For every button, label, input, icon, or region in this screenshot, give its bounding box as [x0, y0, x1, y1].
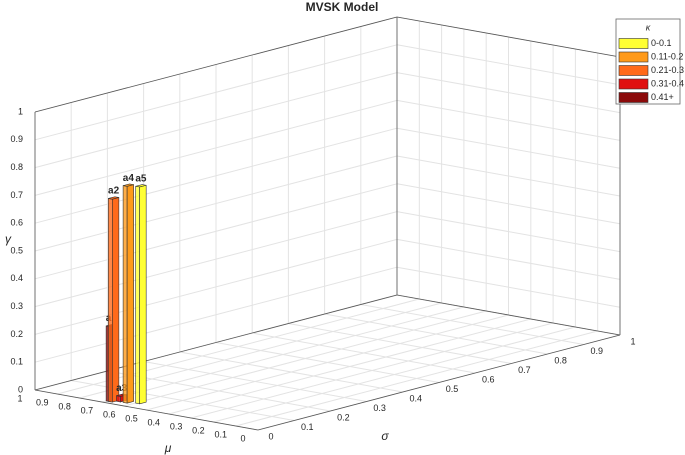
grid-line — [213, 326, 576, 423]
grid-line — [396, 127, 621, 169]
bar-side — [116, 395, 121, 403]
grid-line — [34, 266, 398, 363]
axis-edge — [396, 294, 621, 336]
y-tick-label: 0.8 — [58, 401, 71, 411]
y-tick-label: 0 — [240, 433, 245, 443]
x-tick-label: 0.5 — [446, 384, 459, 394]
grid-line — [34, 155, 398, 252]
bar-top — [108, 196, 119, 200]
bar-label: a5 — [135, 173, 147, 184]
axis-edge — [34, 16, 398, 113]
legend-label: 0.41+ — [651, 92, 674, 102]
grid-line — [396, 238, 621, 280]
bar-side — [135, 185, 140, 405]
grid-line — [235, 330, 598, 427]
z-tick-label: 0.2 — [10, 329, 23, 339]
grid-line — [34, 211, 398, 308]
chart-title: MVSK Model — [306, 0, 379, 14]
x-tick-label: 0 — [268, 431, 273, 441]
z-tick-label: 0.6 — [10, 218, 23, 228]
grid-line — [396, 72, 621, 114]
y-tick-label: 0.4 — [148, 417, 161, 427]
grid-line — [190, 322, 554, 419]
z-tick-label: 0.4 — [10, 273, 23, 283]
z-tick-label: 0.8 — [10, 162, 23, 172]
y-tick-label: 0.2 — [192, 425, 205, 435]
bar-side — [122, 185, 128, 404]
axis-edge — [34, 389, 259, 431]
axis-edge — [34, 294, 398, 391]
x-tick-label: 0.4 — [410, 393, 423, 403]
grid-line — [34, 44, 398, 141]
z-tick-label: 0.5 — [10, 245, 23, 255]
y-tick-label: 0.9 — [36, 397, 49, 407]
z-tick-label: 1 — [18, 106, 23, 116]
grid-line — [396, 183, 621, 225]
bar-top — [135, 184, 147, 188]
y-tick-label: 0.6 — [103, 409, 116, 419]
grid-line — [34, 183, 398, 280]
z-tick-label: 0.9 — [10, 134, 23, 144]
bar-front — [126, 184, 134, 404]
legend-label: 0.21-0.3 — [651, 65, 684, 75]
x-tick-label: 0.9 — [591, 346, 604, 356]
legend-swatch — [618, 78, 649, 90]
x-tick-label: 0.7 — [518, 365, 531, 375]
x-tick-label: 0.1 — [301, 422, 314, 432]
legend-swatch — [618, 92, 649, 103]
z-tick-label: 0.3 — [10, 301, 23, 311]
bar-side — [108, 198, 113, 403]
grid-line — [396, 211, 621, 253]
legend-label: 0.11-0.2 — [651, 51, 683, 61]
grid-line — [34, 238, 398, 335]
z-tick-label: 0.7 — [10, 190, 23, 200]
y-tick-label: 0.7 — [81, 405, 94, 415]
bar-top — [123, 183, 134, 187]
x-tick-label: 0.6 — [482, 374, 495, 384]
grid-line — [396, 266, 621, 308]
grid-line — [34, 72, 398, 169]
legend-swatch — [618, 51, 649, 63]
y-tick-label: 0.1 — [214, 429, 227, 439]
grid-line — [396, 44, 621, 86]
grid-line — [146, 314, 509, 411]
x-tick-label: 1 — [630, 336, 635, 346]
legend-title: κ — [646, 22, 651, 32]
axis-edge — [257, 334, 621, 431]
legend-label: 0.31-0.4 — [651, 78, 684, 88]
x-axis-label: σ — [381, 429, 389, 443]
grid-line — [396, 99, 621, 141]
bar-front — [139, 184, 147, 405]
x-tick-label: 0.8 — [554, 355, 567, 365]
y-tick-label: 0.5 — [125, 413, 138, 423]
y-axis-label: μ — [164, 441, 172, 455]
grid-line — [168, 318, 531, 415]
legend-swatch — [618, 65, 649, 76]
z-tick-label: 0.1 — [10, 357, 23, 367]
legend-swatch — [618, 38, 649, 49]
bar-label: a4 — [123, 173, 135, 184]
grid-line — [34, 127, 398, 224]
bar-label: a3 — [116, 383, 128, 394]
grid-line — [396, 155, 621, 197]
y-tick-label: 1 — [17, 393, 22, 403]
x-tick-label: 0.2 — [337, 412, 350, 422]
grid-line — [101, 306, 465, 403]
x-tick-label: 0.3 — [373, 403, 386, 413]
z-axis-label: γ — [5, 232, 12, 246]
grid-line — [124, 310, 487, 407]
y-tick-label: 0.3 — [170, 421, 183, 431]
bar-front — [112, 197, 120, 403]
grid-line — [34, 99, 398, 196]
z-tick-label: 0 — [18, 384, 23, 394]
legend-label: 0-0.1 — [651, 38, 672, 48]
axis-edge — [396, 16, 621, 58]
bar-label: a2 — [108, 186, 120, 197]
